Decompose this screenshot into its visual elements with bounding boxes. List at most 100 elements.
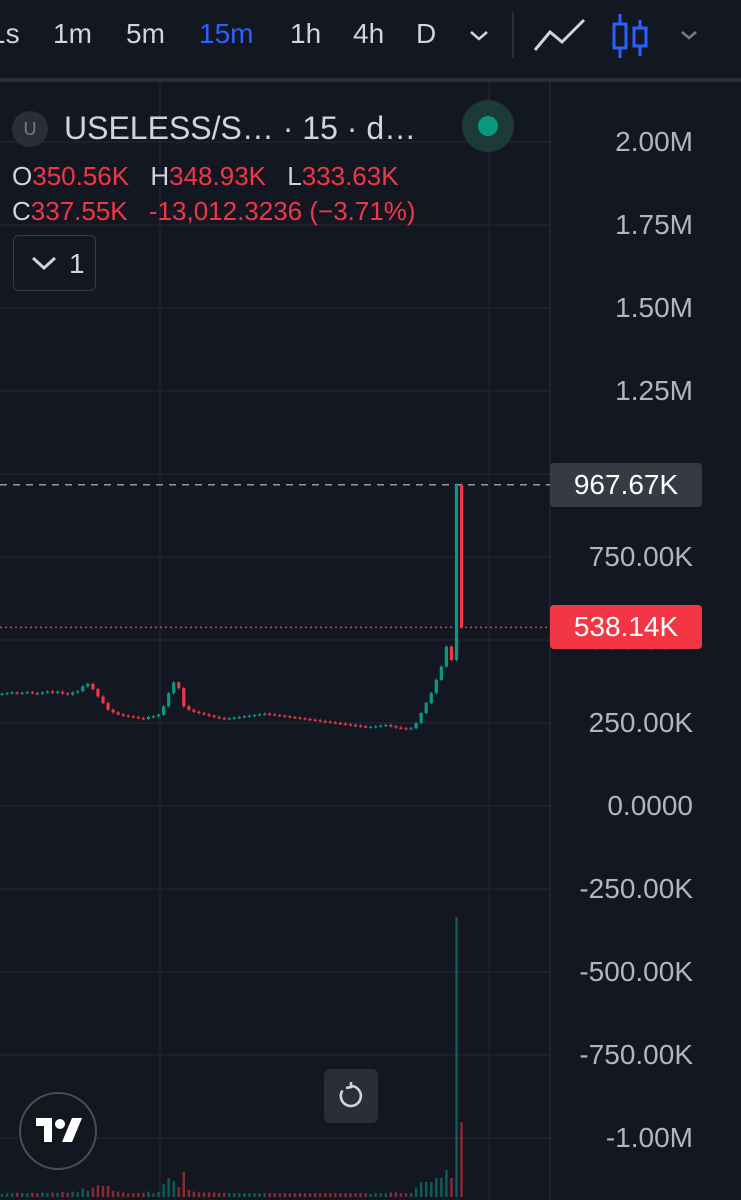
candle-body [444, 646, 448, 667]
candle-body [151, 716, 156, 718]
volume-bar [152, 1193, 155, 1197]
candle-body [434, 679, 438, 694]
candle-body [121, 714, 125, 716]
candle-body [25, 692, 29, 694]
volume-bar [101, 1186, 105, 1197]
volume-bar [21, 1193, 24, 1197]
volume-bar [202, 1192, 206, 1197]
candle-body [96, 689, 100, 697]
tradingview-logo[interactable] [19, 1092, 97, 1170]
low-label: L [287, 161, 302, 191]
candle-body [283, 715, 287, 717]
volume-bar [162, 1184, 165, 1197]
candle-body [303, 718, 307, 720]
volume-bar [41, 1192, 44, 1197]
candle-body [50, 691, 55, 693]
candle-body [364, 726, 368, 728]
candle-body [207, 714, 211, 716]
candle-body [5, 693, 9, 695]
volume-bar [288, 1193, 292, 1197]
candle-body [353, 724, 358, 727]
timeframe-5m[interactable]: 5m [126, 18, 165, 49]
reset-chart-button[interactable] [324, 1069, 378, 1123]
volume-bar [425, 1182, 428, 1197]
chevron-down-icon [31, 256, 57, 271]
candle-body [162, 706, 166, 715]
volume-bar [354, 1193, 357, 1197]
volume-bar [419, 1182, 423, 1197]
candle-body [384, 724, 388, 727]
candle-body [116, 712, 120, 715]
candle-body [333, 722, 337, 724]
candle-body [439, 666, 443, 680]
chevron-down-icon[interactable] [466, 24, 492, 46]
high-value: 348.93K [169, 161, 266, 191]
indicators-toggle-button[interactable]: 1 [13, 235, 96, 291]
price-chart[interactable] [0, 82, 741, 1200]
market-status-indicator[interactable] [462, 100, 514, 152]
candles-icon[interactable] [610, 12, 650, 62]
candle-body [227, 718, 231, 720]
candle-body [86, 683, 90, 687]
symbol-title[interactable]: USELESS/S… · 15 · d… [64, 110, 417, 146]
timeframe-D[interactable]: D [416, 18, 437, 49]
timeframe-4h[interactable]: 4h [353, 18, 385, 49]
candle-body [273, 714, 277, 716]
candle-body [146, 717, 151, 720]
volume-bar [238, 1193, 241, 1197]
volume-bar [455, 917, 458, 1197]
candle-body [237, 717, 241, 719]
candle-body [358, 725, 363, 727]
volume-bar [116, 1191, 120, 1197]
candle-body [263, 713, 267, 715]
candle-body [136, 717, 140, 719]
candle-body [0, 693, 4, 695]
candle-body [328, 721, 332, 723]
chart-type-dropdown-icon[interactable] [678, 26, 700, 44]
candle-body [30, 692, 34, 694]
volume-bar [81, 1188, 84, 1197]
candle-body [323, 721, 327, 723]
timeframe-1h[interactable]: 1h [290, 18, 322, 49]
price-label: -750.00K [579, 1039, 693, 1070]
candle-body [338, 723, 342, 725]
volume-bar [450, 1178, 453, 1197]
candle-body [318, 720, 322, 722]
volume-bar [283, 1193, 286, 1197]
timeframe-1m[interactable]: 1m [53, 18, 92, 49]
candle-body [66, 693, 70, 695]
candle-body [141, 718, 145, 720]
tradingview-logo-icon [36, 1118, 82, 1142]
volume-bar [435, 1178, 438, 1197]
candle-body [348, 724, 353, 726]
volume-bar [96, 1185, 100, 1197]
symbol-legend[interactable]: U USELESS/S… · 15 · d… [12, 108, 532, 148]
candle-body [343, 723, 347, 725]
volume-bar [132, 1193, 135, 1197]
candle-body [222, 718, 226, 720]
candle-body [192, 709, 196, 712]
volume-bar [308, 1193, 312, 1197]
candle-body [389, 724, 393, 727]
status-dot [478, 116, 498, 136]
volume-bar [137, 1192, 140, 1197]
candle-body [187, 706, 191, 710]
candle-body [424, 703, 428, 714]
candle-body [197, 711, 201, 714]
volume-bar [86, 1190, 90, 1197]
volume-bar [56, 1192, 59, 1197]
candle-body [61, 691, 65, 694]
timeframe-15m[interactable]: 15m [199, 18, 254, 49]
timeframe-1s[interactable]: 1s [0, 18, 20, 49]
candle-body [449, 646, 454, 660]
volume-bar [243, 1193, 246, 1197]
volume-bar [61, 1192, 64, 1197]
volume-bar [293, 1193, 297, 1197]
price-label: 1.25M [615, 375, 693, 406]
volume-bar [359, 1193, 362, 1197]
volume-bar [253, 1193, 256, 1197]
volume-bar [268, 1193, 271, 1197]
chart-pane[interactable] [0, 82, 741, 1200]
line-chart-icon[interactable] [532, 14, 588, 56]
candle-body [409, 728, 413, 730]
